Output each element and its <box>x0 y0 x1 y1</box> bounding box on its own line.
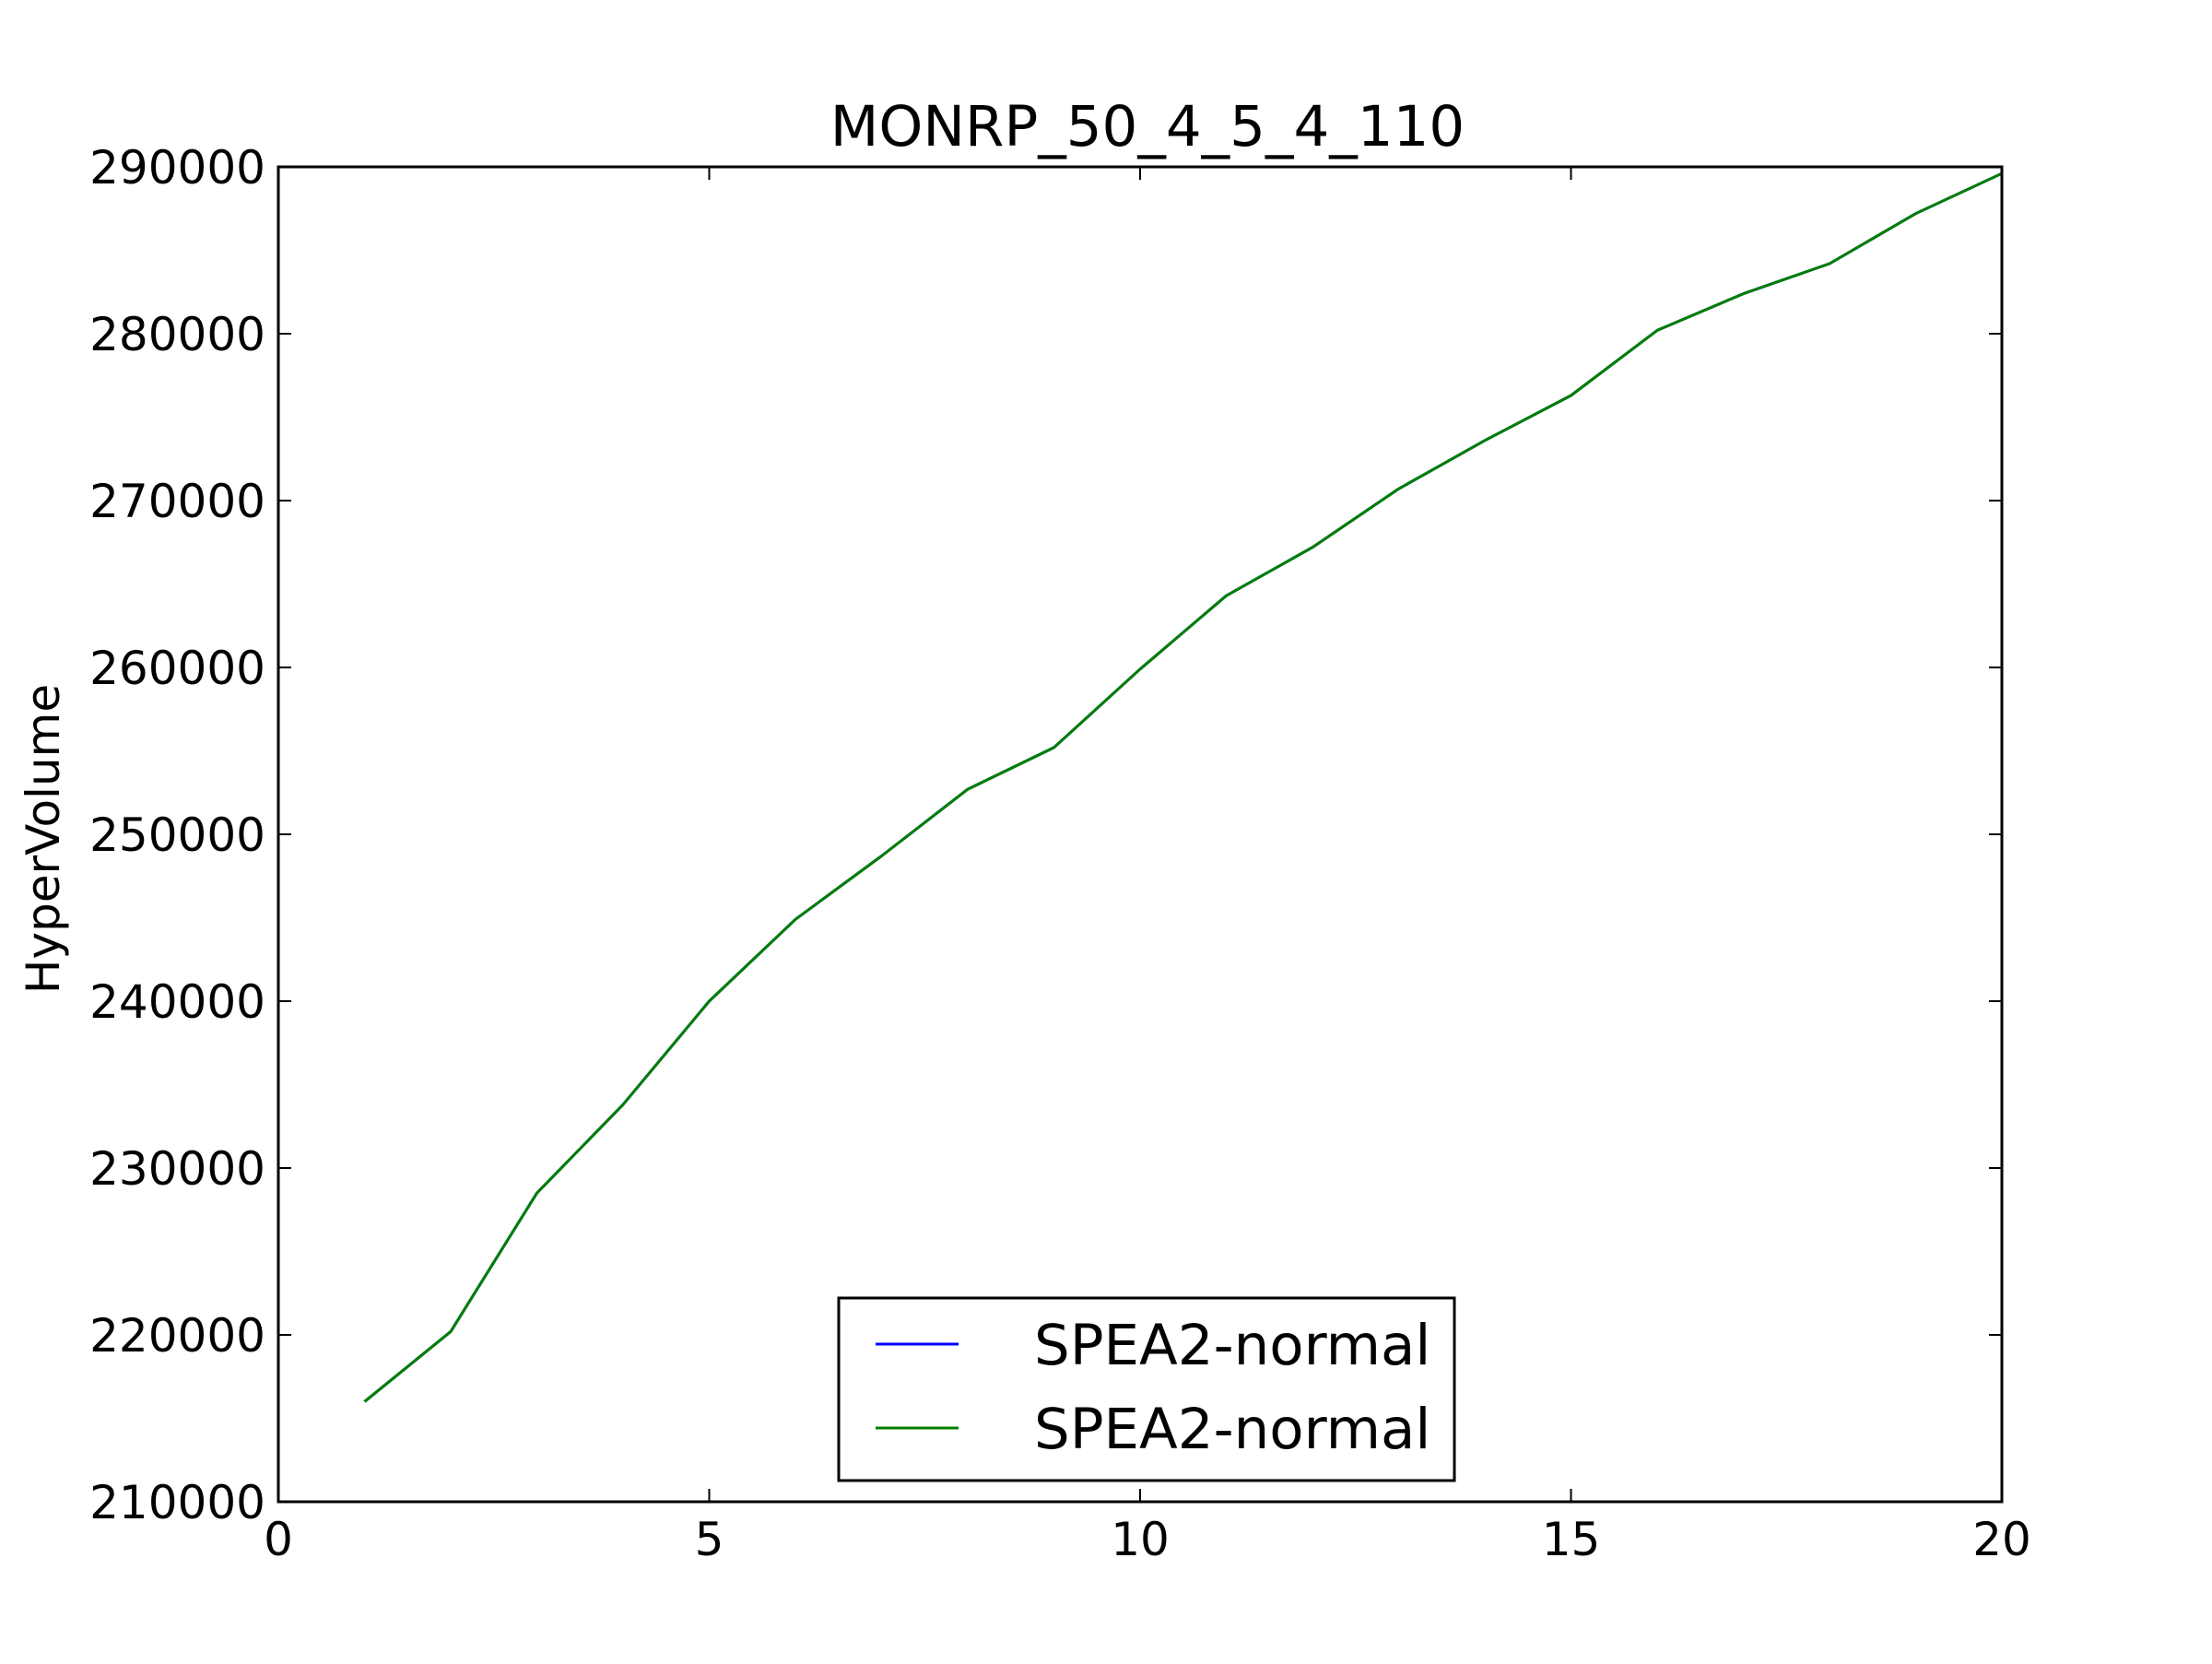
y-tick-label: 230000 <box>89 1142 265 1196</box>
y-tick-label: 290000 <box>89 141 265 195</box>
plot-area-frame <box>276 165 2004 1504</box>
plot-series <box>363 171 2003 1403</box>
y-axis-title: HyperVolume <box>17 684 70 994</box>
x-tick-label: 5 <box>695 1513 724 1566</box>
x-tick-label: 15 <box>1542 1513 1601 1566</box>
y-tick-label: 240000 <box>89 975 265 1029</box>
legend: SPEA2-normal SPEA2-normal <box>837 1296 1456 1482</box>
x-tick-label: 20 <box>1972 1513 2031 1566</box>
y-tick-label: 270000 <box>89 475 265 528</box>
x-tick-label: 10 <box>1111 1513 1170 1566</box>
y-tick-label: 210000 <box>89 1476 265 1529</box>
chart-title: MONRP_50_4_5_4_110 <box>830 94 1465 159</box>
series-line-0 <box>363 171 2003 1403</box>
legend-box <box>837 1296 1456 1482</box>
legend-label-0: SPEA2-normal <box>1034 1313 1430 1378</box>
legend-label-1: SPEA2-normal <box>1034 1397 1430 1462</box>
series-line-1 <box>363 171 2003 1403</box>
y-tick-label: 260000 <box>89 642 265 695</box>
y-tick-label: 280000 <box>89 308 265 361</box>
y-tick-label: 220000 <box>89 1309 265 1363</box>
y-tick-label: 250000 <box>89 808 265 862</box>
axis-ticks: 0 5 10 15 20 210000 220000 230000 240000 250000 26… <box>89 141 2031 1566</box>
x-tick-label: 0 <box>264 1513 293 1566</box>
